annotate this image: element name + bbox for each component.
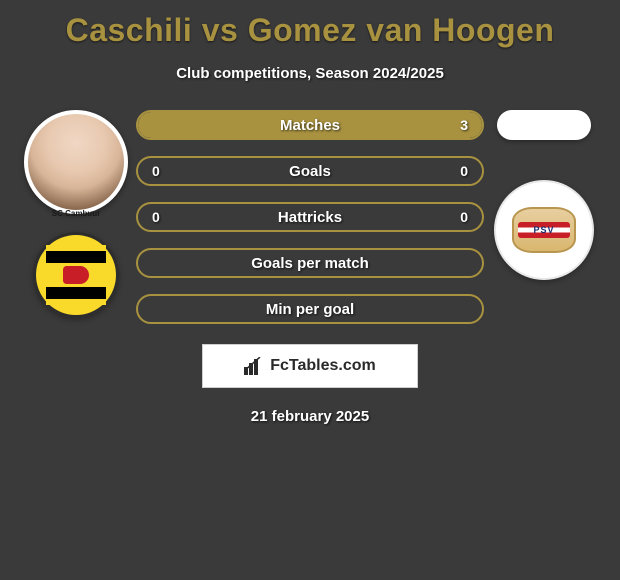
- bar-chart-icon: [244, 357, 264, 375]
- page-title: Caschili vs Gomez van Hoogen: [0, 0, 620, 49]
- stat-bar-hattricks: 00Hattricks: [136, 202, 484, 232]
- stat-bar-goals: 00Goals: [136, 156, 484, 186]
- stat-label: Goals: [138, 163, 482, 180]
- page-subtitle: Club competitions, Season 2024/2025: [0, 65, 620, 82]
- stat-bar-matches: 3Matches: [136, 110, 484, 140]
- club-label-psv: PSV: [518, 222, 570, 238]
- watermark-text: FcTables.com: [270, 357, 376, 375]
- stat-label: Matches: [138, 117, 482, 134]
- stat-bars-column: 3Matches 00Goals 00Hattricks Goals per matc…: [136, 110, 484, 324]
- right-player-column: PSV: [484, 110, 604, 280]
- watermark: FcTables.com: [202, 344, 418, 388]
- footer-date: 21 february 2025: [0, 408, 620, 425]
- stat-label: Hattricks: [138, 209, 482, 226]
- club-badge-cambuur: SC Cambuur: [33, 232, 119, 318]
- club-badge-psv: PSV: [494, 180, 594, 280]
- left-player-column: SC Cambuur: [16, 110, 136, 318]
- stat-label: Goals per match: [138, 255, 482, 272]
- player-avatar-caschili: [24, 110, 128, 214]
- stat-bar-goals-per-match: Goals per match: [136, 248, 484, 278]
- club-label-cambuur: SC Cambuur: [23, 209, 129, 231]
- player-pill-gomez: [497, 110, 591, 140]
- stat-bar-min-per-goal: Min per goal: [136, 294, 484, 324]
- comparison-row: SC Cambuur 3Matches 00Goals 00Hattricks Goa…: [0, 110, 620, 324]
- stat-label: Min per goal: [138, 301, 482, 318]
